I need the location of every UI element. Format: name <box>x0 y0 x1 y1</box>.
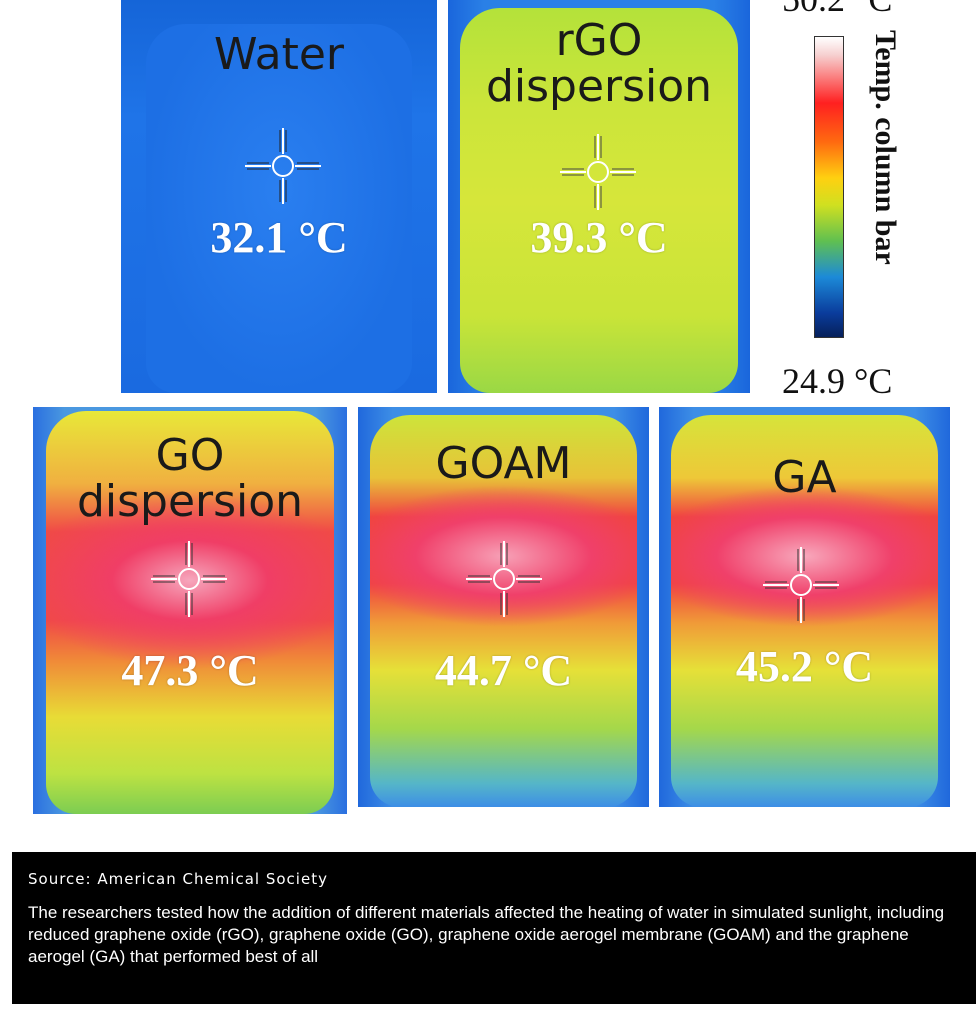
thermal-panel-goam: GOAM 44.7 °C <box>358 407 649 807</box>
crosshair-icon <box>560 134 636 210</box>
temperature-colorbar <box>814 36 844 338</box>
image-caption: Source: American Chemical Society The re… <box>12 852 976 1004</box>
panel-label-water: Water <box>213 29 345 80</box>
panel-label-rgo-line1: rGO <box>555 15 643 66</box>
crosshair-icon <box>151 541 227 617</box>
panel-label-ga: GA <box>772 452 837 503</box>
panel-label-rgo: rGO dispersion <box>448 15 750 113</box>
thermal-panel-ga: GA 45.2 °C <box>659 407 950 807</box>
caption-text: The researchers tested how the addition … <box>28 903 945 966</box>
temp-reading-go: 47.3 °C <box>121 646 259 695</box>
colorbar-max-label: 50.2 °C <box>782 0 892 20</box>
crosshair-icon <box>245 128 321 204</box>
temp-reading-water: 32.1 °C <box>210 213 348 262</box>
panel-label-go-line1: GO <box>155 430 225 481</box>
crosshair-icon <box>466 541 542 617</box>
cup-water <box>146 23 412 393</box>
crosshair-icon <box>763 547 839 623</box>
colorbar-title: Temp. column bar <box>869 30 902 265</box>
temp-reading-ga: 45.2 °C <box>735 642 874 691</box>
panel-label-goam: GOAM <box>435 438 572 489</box>
thermal-panel-rgo: rGO dispersion 39.3 °C <box>448 0 750 393</box>
caption-source: Source: American Chemical Society <box>28 870 328 888</box>
panel-label-go: GO dispersion <box>33 430 347 528</box>
temp-reading-goam: 44.7 °C <box>434 646 573 695</box>
panel-label-rgo-line2: dispersion <box>485 61 713 113</box>
temp-reading-rgo: 39.3 °C <box>530 213 668 262</box>
colorbar-min-label: 24.9 °C <box>782 361 893 401</box>
panel-label-go-line2: dispersion <box>76 476 304 528</box>
thermal-panel-go: GO dispersion 47.3 °C <box>33 407 347 814</box>
thermal-panel-water: Water 32.1 °C <box>121 0 437 393</box>
